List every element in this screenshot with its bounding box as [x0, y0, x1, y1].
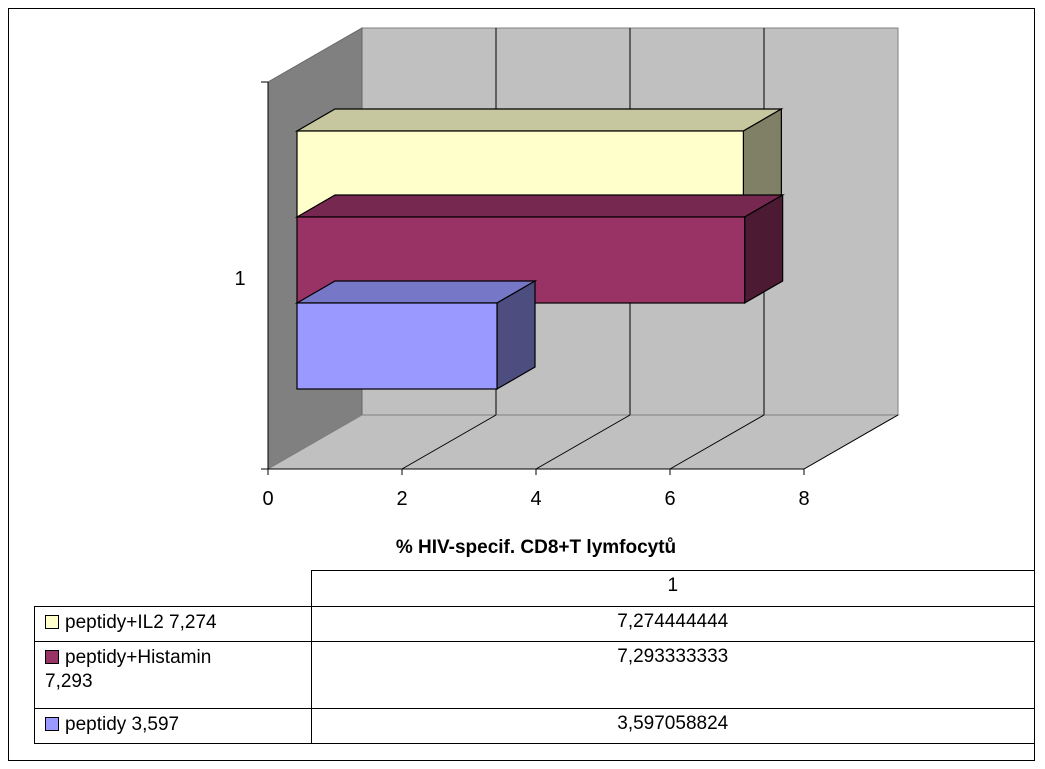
tick-labels: 0 2 4 6 8 1 [234, 268, 809, 510]
bar-top-face [294, 194, 785, 218]
x-tick-label: 6 [664, 488, 675, 510]
table-row: peptidy+IL2 7,274 7,274444444 [34, 606, 1035, 642]
legend-entry-il2: peptidy+IL2 7,274 [34, 606, 312, 642]
x-tick-label: 8 [798, 488, 809, 510]
table-corner [34, 570, 312, 607]
bar-top-face [294, 108, 784, 132]
legend-label: peptidy 3,597 [65, 714, 180, 735]
x-tick-label: 0 [262, 488, 273, 510]
data-table: 1 peptidy+IL2 7,274 7,274444444 peptidy+… [34, 570, 1035, 744]
bar [294, 193, 785, 305]
gridline-floor [401, 414, 497, 470]
legend-entry-peptidy: peptidy 3,597 [34, 708, 312, 744]
legend-key-histamin [45, 650, 59, 664]
legend-key-il2 [45, 615, 59, 629]
bar-top-face [294, 280, 538, 304]
bar [294, 279, 538, 391]
legend-label: peptidy+Histamin [65, 647, 212, 668]
x-tick-label: 2 [396, 488, 407, 510]
axes [261, 81, 805, 475]
table-row: peptidy 3,597 3,597058824 [34, 708, 1035, 744]
table-value-cell: 7,293333333 [310, 641, 1035, 709]
table-value-cell: 7,274444444 [310, 606, 1035, 642]
legend-entry-histamin: peptidy+Histamin 7,293 [34, 641, 312, 709]
legend-label-line2: 7,293 [45, 671, 93, 692]
x-axis-label: % HIV-specif. CD8+T lymfocytů [396, 537, 676, 558]
table-header-cell: 1 [310, 570, 1035, 607]
x-tick-label: 4 [530, 488, 541, 510]
legend-label: peptidy+IL2 7,274 [65, 612, 217, 633]
bars [294, 107, 785, 391]
bar-front-face [296, 302, 498, 390]
gridline-floor [803, 414, 899, 470]
y-category-label: 1 [234, 268, 245, 290]
legend-key-peptidy [45, 717, 59, 731]
gridline-floor [669, 414, 765, 470]
table-row: peptidy+Histamin 7,293 7,293333333 [34, 641, 1035, 709]
gridline-floor [535, 414, 631, 470]
table-value-cell: 3,597058824 [310, 708, 1035, 744]
